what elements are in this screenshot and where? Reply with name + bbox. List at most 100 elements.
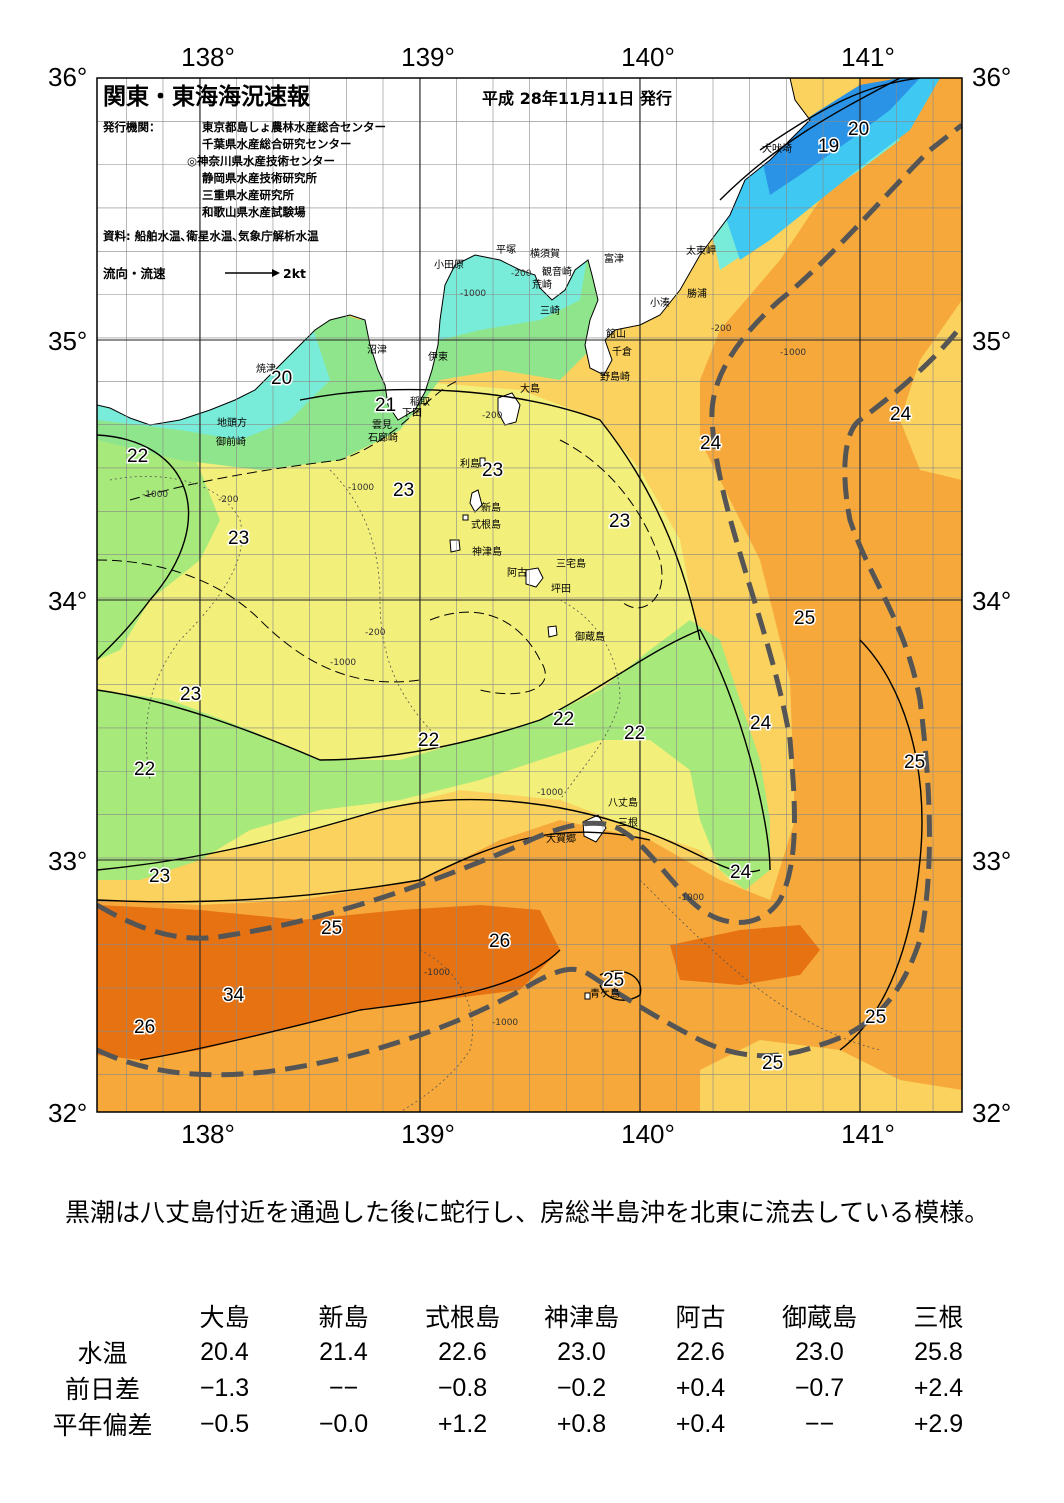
station-temperature-table: 大島 新島 式根島 神津島 阿古 御蔵島 三根 水温 20.4 21.4 22.… [40, 1298, 998, 1442]
table-cell: +2.4 [913, 1373, 964, 1402]
place-label: 地頭方 [217, 416, 247, 429]
table-cell: −0.0 [318, 1409, 369, 1438]
isotherm-label: 22 [553, 709, 574, 730]
place-label: 横須賀 [530, 247, 560, 260]
station-header: 大島 [199, 1303, 250, 1332]
summary-text: 黒潮は八丈島付近を通過した後に蛇行し、房総半島沖を北東に流去している模様。 [65, 1198, 990, 1227]
band-lt19 [760, 78, 920, 195]
isotherm-label: 20 [271, 368, 292, 389]
station-header: 式根島 [424, 1303, 500, 1332]
isotherm-labels: 19 20 20 21 22 22 22 22 22 23 23 23 23 2… [126, 118, 927, 1076]
place-label: 観音崎 [542, 265, 572, 278]
station-header: 新島 [318, 1303, 369, 1332]
place-label: 荒崎 [532, 278, 552, 291]
station-header: 三根 [913, 1303, 964, 1332]
place-label: 石廊崎 [368, 431, 398, 444]
row-label: 平年偏差 [52, 1411, 153, 1440]
publisher-label: 発行機関： [102, 120, 161, 134]
isotherm-label: 25 [603, 970, 624, 991]
place-label: 稲取 [410, 396, 430, 408]
place-label: 富津 [604, 252, 624, 265]
publisher-name: ◎神奈川県水産技術センター [187, 154, 335, 168]
table-cell: −− [804, 1409, 835, 1438]
kuroshio-axis [97, 123, 962, 1078]
depth-label: -1000 [460, 289, 486, 299]
table-cell: −1.3 [199, 1373, 250, 1402]
place-label: 太東岬 [686, 244, 716, 257]
place-label: 平塚 [496, 244, 516, 256]
depth-label: -1000 [678, 893, 704, 903]
table-cell: +0.4 [675, 1409, 726, 1438]
lat-label-left: 36° [48, 62, 87, 92]
depth-label: -200 [511, 269, 532, 279]
isotherm-label: 20 [848, 119, 869, 140]
island-mikurajima [547, 625, 558, 638]
place-label: 青ケ島 [590, 987, 620, 1000]
table-cell: −0.7 [794, 1373, 845, 1402]
publisher-name: 三重県水産研究所 [202, 188, 294, 202]
place-label: 新島 [481, 501, 501, 514]
row-label: 前日差 [64, 1375, 140, 1404]
lat-label-right: 36° [972, 62, 1011, 92]
depth-label: -1000 [537, 788, 563, 798]
table-cell: 25.8 [914, 1337, 963, 1366]
isotherm-label: 22 [418, 730, 439, 751]
place-label: 勝浦 [687, 287, 707, 300]
lon-label-top: 139° [401, 42, 455, 72]
table-header-row: 大島 新島 式根島 神津島 阿古 御蔵島 三根 [40, 1298, 998, 1334]
band-22-south [97, 620, 770, 890]
place-label: 小田原 [434, 259, 464, 271]
lon-label-bottom: 138° [181, 1119, 235, 1149]
island-oshima [497, 392, 521, 426]
place-label: 三根 [618, 816, 638, 829]
place-label: 焼津 [256, 363, 276, 375]
isotherm-label: 24 [750, 713, 772, 734]
place-names: 犬吠埼 太東岬 勝浦 小湊 富津 観音崎 横須賀 平塚 小田原 荒崎 三崎 館山… [216, 142, 792, 1000]
lon-label-bottom: 141° [841, 1119, 895, 1149]
isotherm-label: 24 [700, 433, 722, 454]
table-row: 平年偏差 −0.5 −0.0 +1.2 +0.8 +0.4 −− +2.9 [40, 1406, 998, 1442]
isotherm-label: 23 [149, 866, 170, 887]
place-label: 神津島 [472, 545, 502, 558]
lat-label-right: 35° [972, 326, 1011, 356]
table-corner [40, 1298, 165, 1334]
flow-legend-label: 流向・流速 [103, 266, 166, 281]
isotherm-label: 23 [180, 684, 201, 705]
table-cell: +1.2 [437, 1409, 488, 1438]
isotherm-label: 24 [890, 404, 912, 425]
data-source: 資料: 船舶水温､衛星水温､気象庁解析水温 [103, 229, 319, 243]
table-cell: 21.4 [319, 1337, 368, 1366]
place-label: 野島崎 [600, 370, 630, 383]
band-26-west [97, 905, 560, 1060]
depth-label: -1000 [492, 1018, 518, 1028]
depth-label: -1000 [330, 658, 356, 668]
island-aogashima [584, 992, 591, 1000]
depth-contours [109, 469, 881, 1112]
island-kozushima [449, 539, 461, 553]
lon-label-top: 138° [181, 42, 235, 72]
isotherm-label: 26 [489, 931, 510, 952]
lat-label-right: 34° [972, 586, 1011, 616]
isotherm-label: 22 [127, 446, 148, 467]
map-title: 関東・東海海況速報 [103, 83, 311, 110]
island-toshima [479, 457, 486, 467]
lon-label-bottom: 139° [401, 1119, 455, 1149]
isotherm-label: 22 [134, 759, 155, 780]
place-label: 三宅島 [556, 557, 586, 570]
depth-label: -1000 [780, 348, 806, 358]
place-label: 雲見 [372, 419, 392, 431]
band-26-east [670, 925, 820, 985]
place-label: 千倉 [612, 345, 632, 358]
isotherm-label: 23 [228, 528, 249, 549]
depth-label: -200 [365, 628, 386, 638]
place-label: 阿古 [507, 566, 527, 579]
island-niijima [469, 489, 483, 513]
place-label: 犬吠埼 [762, 142, 792, 155]
row-label: 水温 [77, 1339, 128, 1368]
table-cell: +0.4 [675, 1373, 726, 1402]
isotherm-label: 23 [393, 480, 414, 501]
lat-label-left: 33° [48, 846, 87, 876]
station-header: 神津島 [543, 1303, 619, 1332]
place-label: 御蔵島 [575, 630, 605, 643]
table-cell: −0.8 [437, 1373, 488, 1402]
